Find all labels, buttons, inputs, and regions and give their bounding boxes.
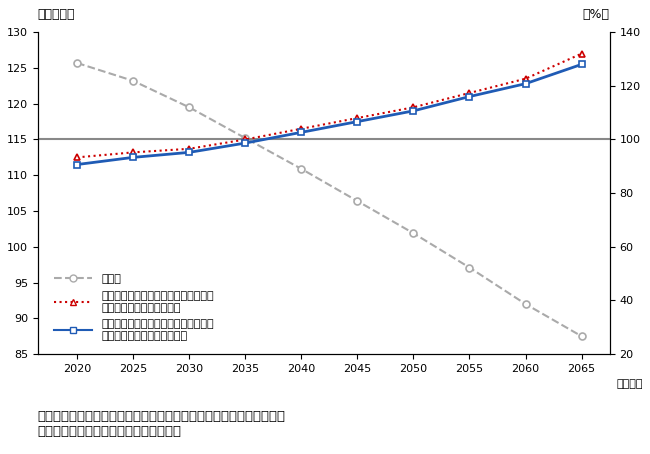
Text: （%）: （%） [582, 8, 610, 21]
Text: （年度）: （年度） [617, 379, 643, 389]
Text: （百万人）: （百万人） [38, 8, 75, 21]
Legend: 総人口, 「好条件」米・小麦中心の作付けでの
カロリーベース食料自給率, 「非好条件」米・小麦中心の作付けで
のカロリーベース食料自給率: 総人口, 「好条件」米・小麦中心の作付けでの カロリーベース食料自給率, 「非好… [49, 270, 218, 345]
Text: 図６　日本の総人口と国内生産のみによる米・小麦中心の作付けでの
　　　カロリーベース食料自給率の推移: 図６ 日本の総人口と国内生産のみによる米・小麦中心の作付けでの カロリーベース食… [38, 410, 286, 439]
